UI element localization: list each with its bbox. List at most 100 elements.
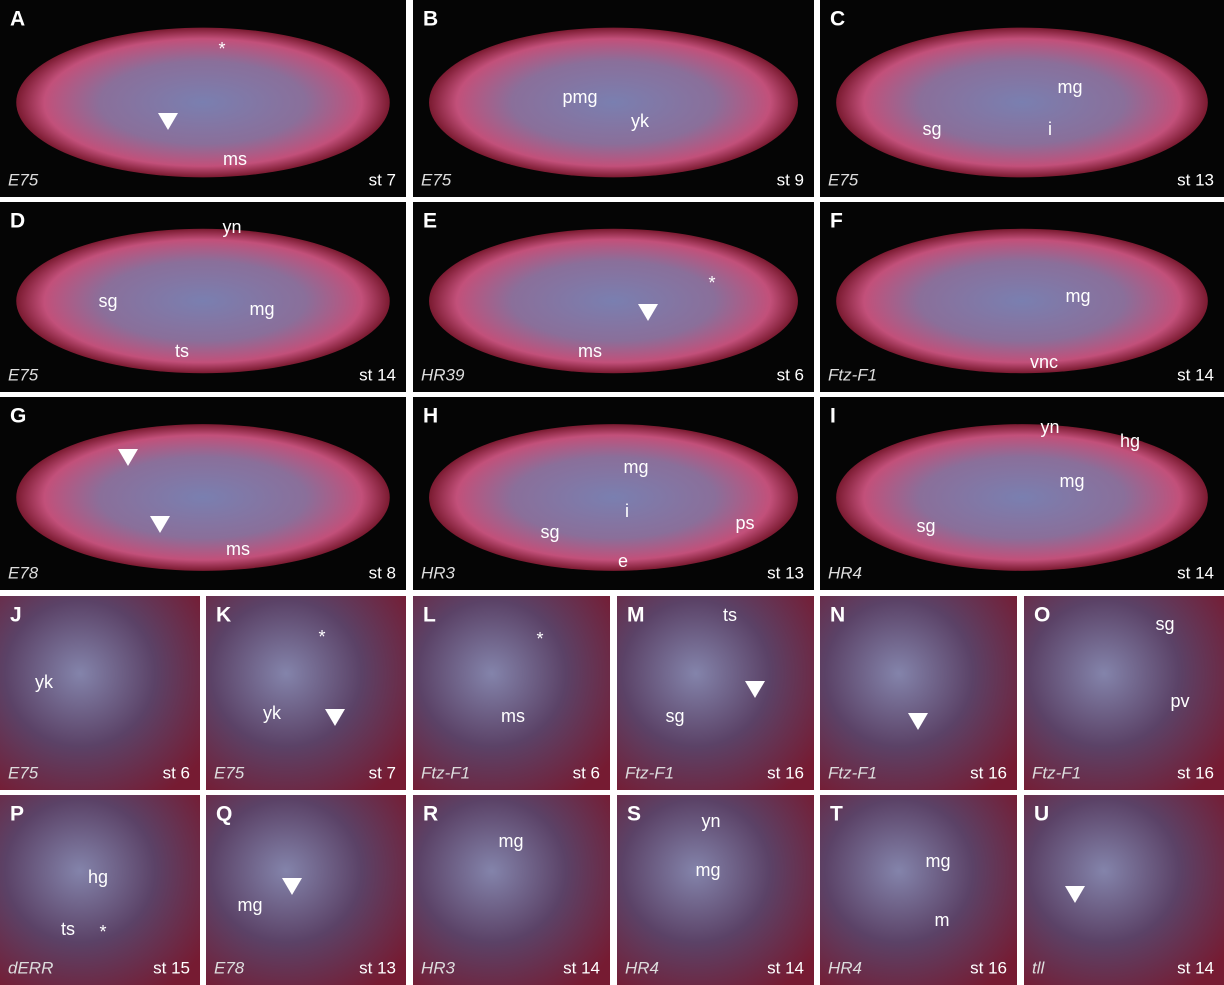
annotation: yn (1040, 417, 1059, 437)
embryo (836, 424, 1208, 571)
gene-label: Ftz-F1 (828, 763, 877, 782)
panel-letter: Q (216, 803, 232, 826)
stage-label: st 16 (970, 958, 1007, 977)
annotation: hg (88, 867, 108, 887)
annotation: sg (922, 119, 941, 139)
stage-label: st 15 (153, 958, 190, 977)
embryo (836, 229, 1208, 373)
panel-letter: G (10, 405, 26, 428)
tissue (206, 795, 406, 985)
annotation: * (218, 39, 225, 59)
gene-label: HR4 (828, 563, 862, 582)
stage-label: st 6 (163, 763, 190, 782)
panel-letter: U (1034, 803, 1049, 826)
panel-letter: I (830, 405, 836, 428)
panel-letter: N (830, 604, 845, 627)
tissue (413, 596, 610, 790)
annotation: i (625, 501, 629, 521)
panel-letter: L (423, 604, 436, 627)
annotation: e (618, 551, 628, 571)
annotation: yn (701, 811, 720, 831)
stage-label: st 16 (970, 763, 1007, 782)
tissue (0, 596, 200, 790)
panel-letter: T (830, 803, 843, 826)
gene-label: HR4 (625, 958, 659, 977)
embryo (16, 424, 390, 571)
gene-label: HR3 (421, 958, 456, 977)
annotation: sg (540, 522, 559, 542)
annotation: pv (1170, 691, 1189, 711)
gene-label: E75 (8, 763, 39, 782)
annotation: ms (223, 149, 247, 169)
annotation: ts (175, 341, 189, 361)
annotation: yk (35, 672, 54, 692)
annotation: mg (249, 299, 274, 319)
panel-letter: J (10, 604, 22, 627)
annotation: mg (925, 851, 950, 871)
embryo (16, 28, 390, 178)
annotation: sg (665, 706, 684, 726)
tissue (1024, 596, 1224, 790)
panel-letter: B (423, 8, 438, 31)
gene-label: E75 (828, 170, 859, 189)
stage-label: st 7 (369, 763, 396, 782)
annotation: ms (578, 341, 602, 361)
stage-label: st 14 (359, 365, 396, 384)
embryo (429, 28, 798, 178)
panel-letter: R (423, 803, 438, 826)
annotation: ps (735, 513, 754, 533)
panel-letter: P (10, 803, 24, 826)
annotation: i (1048, 119, 1052, 139)
gene-label: HR39 (421, 365, 465, 384)
gene-label: E75 (8, 170, 39, 189)
stage-label: st 13 (359, 958, 396, 977)
stage-label: st 13 (767, 563, 804, 582)
gene-label: E78 (8, 563, 39, 582)
stage-label: st 13 (1177, 170, 1214, 189)
stage-label: st 7 (369, 170, 396, 189)
annotation: mg (1065, 286, 1090, 306)
stage-label: st 14 (1177, 365, 1214, 384)
annotation: * (318, 627, 325, 647)
annotation: ts (61, 919, 75, 939)
annotation: * (99, 922, 106, 942)
annotation: mg (1057, 77, 1082, 97)
annotation: yk (263, 703, 282, 723)
panel-letter: F (830, 210, 843, 233)
stage-label: st 6 (573, 763, 600, 782)
panel-letter: M (627, 604, 645, 627)
gene-label: tll (1032, 958, 1046, 977)
figure: AE75st 7*msBE75st 9pmgykCE75st 13mgsgiDE… (0, 0, 1224, 985)
annotation: mg (1059, 471, 1084, 491)
gene-label: E75 (214, 763, 245, 782)
panel-letter: D (10, 210, 25, 233)
panel-letter: E (423, 210, 437, 233)
stage-label: st 14 (767, 958, 804, 977)
annotation: sg (1155, 614, 1174, 634)
gene-label: HR4 (828, 958, 862, 977)
stage-label: st 14 (1177, 958, 1214, 977)
annotation: yn (222, 217, 241, 237)
gene-label: E75 (421, 170, 452, 189)
tissue (0, 795, 200, 985)
annotation: mg (237, 895, 262, 915)
panel-letter: K (216, 604, 231, 627)
annotation: * (536, 629, 543, 649)
gene-label: E78 (214, 958, 245, 977)
embryo (429, 424, 798, 571)
embryo (16, 229, 390, 373)
annotation: ms (501, 706, 525, 726)
panel-letter: C (830, 8, 845, 31)
annotation: sg (916, 516, 935, 536)
annotation: hg (1120, 431, 1140, 451)
tissue (820, 795, 1017, 985)
tissue (617, 596, 814, 790)
annotation: yk (631, 111, 650, 131)
embryo (836, 28, 1208, 178)
annotation: mg (695, 860, 720, 880)
annotation: mg (623, 457, 648, 477)
stage-label: st 14 (1177, 563, 1214, 582)
stage-label: st 14 (563, 958, 600, 977)
stage-label: st 6 (777, 365, 804, 384)
gene-label: Ftz-F1 (625, 763, 674, 782)
